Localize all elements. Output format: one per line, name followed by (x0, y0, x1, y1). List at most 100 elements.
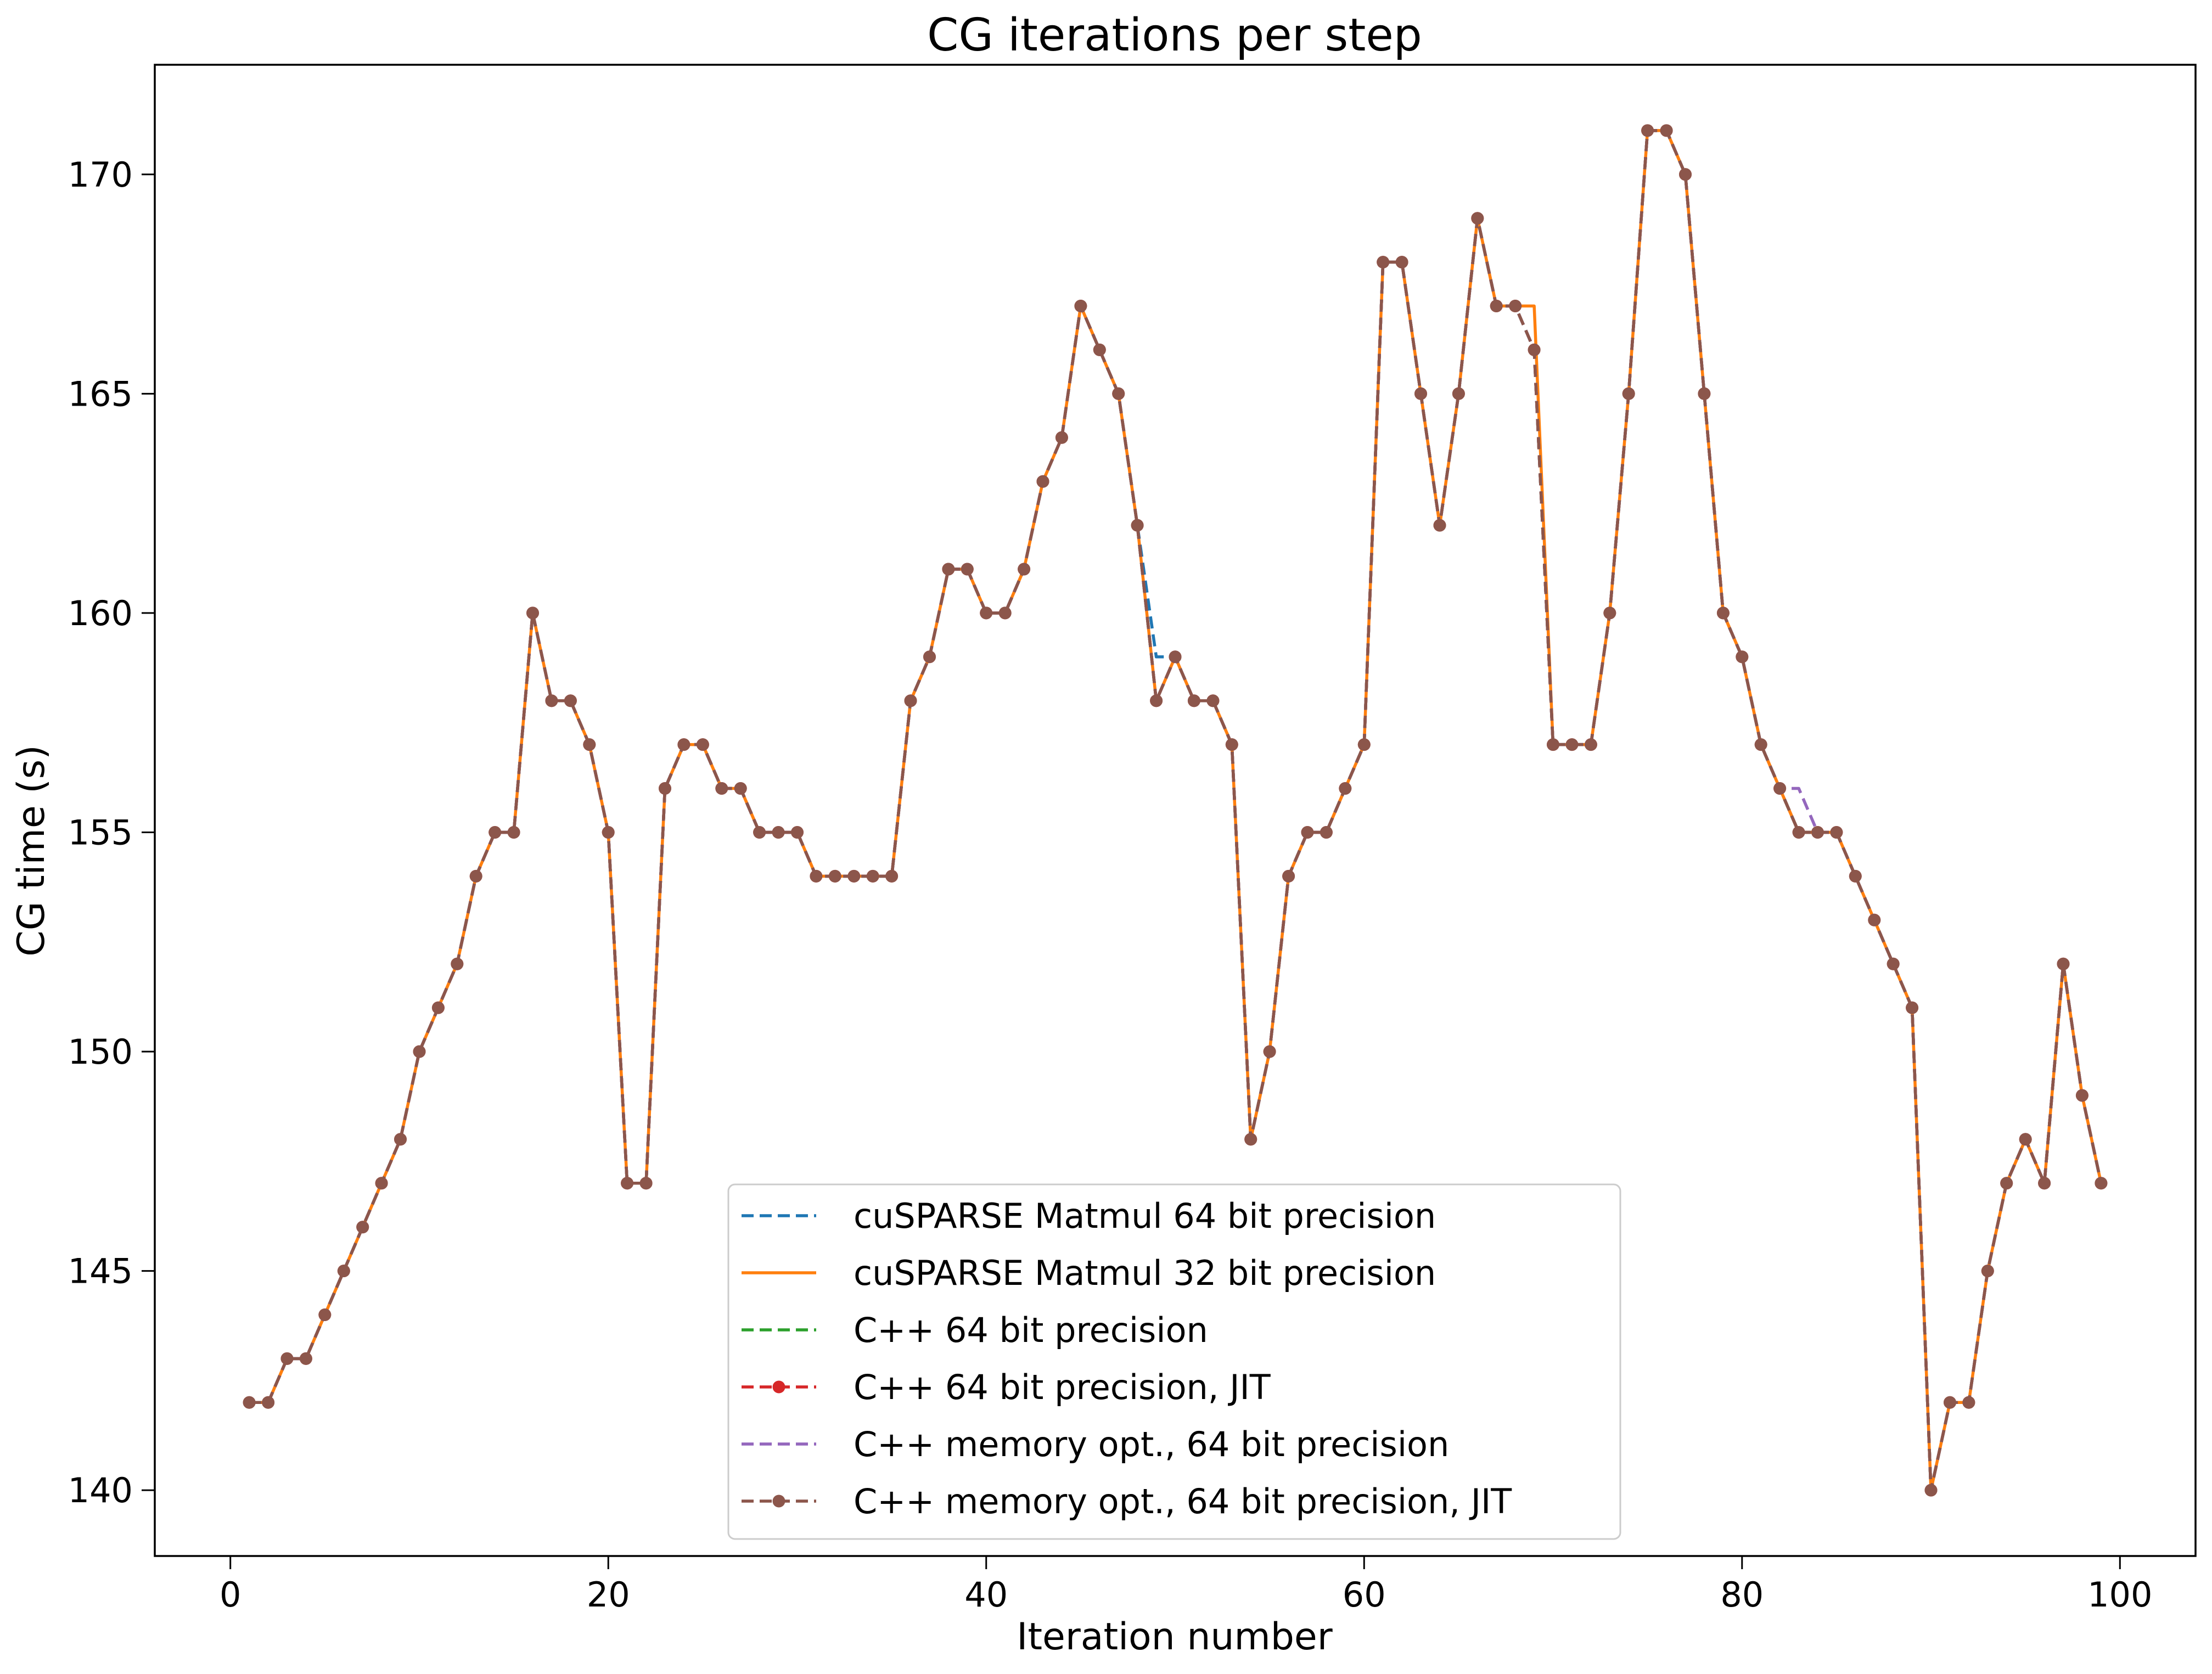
series-6-point (318, 1308, 332, 1321)
series-6-point (1584, 738, 1597, 751)
legend: cuSPARSE Matmul 64 bit precision cuSPARSE… (727, 1183, 1621, 1540)
legend-label-1: cuSPARSE Matmul 64 bit precision (854, 1196, 1436, 1236)
series-6-point (1906, 1001, 1919, 1014)
series-6-point (2038, 1177, 2051, 1190)
series-6-point (1377, 256, 1390, 269)
series-6-point (734, 782, 747, 795)
series-6-point (1773, 782, 1787, 795)
plot-area (243, 124, 2108, 1497)
series-6-point (337, 1265, 350, 1278)
series-6-point (1244, 1133, 1257, 1146)
legend-label-6: C++ memory opt., 64 bit precision, JIT (854, 1481, 1512, 1521)
series-6-point (2019, 1133, 2032, 1146)
legend-box (727, 1183, 1621, 1540)
series-6-point (1471, 212, 1484, 225)
series-6-point (1849, 869, 1862, 883)
series-6-point (469, 869, 482, 883)
series-6-point (1112, 387, 1125, 400)
series-6-point (1452, 387, 1465, 400)
y-tick-label: 160 (68, 593, 133, 633)
x-tick-label: 40 (964, 1575, 1008, 1615)
x-tick-label: 0 (220, 1575, 241, 1615)
legend-marker-4 (772, 1380, 785, 1394)
y-tick-label: 170 (68, 155, 133, 195)
legend-label-4: C++ 64 bit precision, JIT (854, 1367, 1271, 1407)
x-axis-label: Iteration number (1017, 1615, 1332, 1659)
series-6-point (1792, 826, 1805, 839)
x-tick-label: 20 (587, 1575, 630, 1615)
series-6-point (1320, 826, 1333, 839)
series-6-point (2075, 1089, 2089, 1102)
plot-frame (154, 64, 2197, 1557)
series-6-point (980, 606, 993, 620)
series-6-point (1339, 782, 1352, 795)
series-6-point (621, 1177, 634, 1190)
series-6-point (262, 1396, 275, 1409)
series-6-point (1736, 650, 1749, 664)
series-6-point (998, 606, 1012, 620)
series-6-point (299, 1352, 312, 1365)
series-6-point (677, 738, 690, 751)
series-6-point (1301, 826, 1314, 839)
series-6-point (489, 826, 502, 839)
series-6-point (1131, 519, 1144, 532)
series-6-point (375, 1177, 388, 1190)
series-6-point (885, 869, 899, 883)
series-6-point (659, 782, 671, 795)
series-6-point (545, 694, 558, 707)
legend-label-5: C++ memory opt., 64 bit precision (854, 1424, 1449, 1464)
x-tick-label: 60 (1343, 1575, 1386, 1615)
series-6-point (1018, 563, 1031, 576)
series-6-point (356, 1221, 369, 1234)
series-6-point (394, 1133, 407, 1146)
series-6-point (1887, 957, 1900, 970)
series-6-point (413, 1045, 426, 1058)
x-tick-label: 80 (1720, 1575, 1764, 1615)
series-6-point (1206, 694, 1220, 707)
legend-label-2: cuSPARSE Matmul 32 bit precision (854, 1253, 1436, 1293)
series-6-point (1754, 738, 1767, 751)
series-6-point (1055, 431, 1068, 444)
series-6-point (828, 869, 841, 883)
series-6-point (753, 826, 766, 839)
series-6-point (1660, 124, 1673, 137)
series-6-point (280, 1352, 294, 1365)
series-6-point (639, 1177, 653, 1190)
series-6-point (1698, 387, 1711, 400)
series-6-point (431, 1001, 445, 1014)
y-axis-label: CG time (s) (10, 745, 53, 957)
series-6-point (866, 869, 879, 883)
legend-marker-6 (772, 1495, 785, 1508)
series-6-point (1395, 256, 1408, 269)
legend-label-3: C++ 64 bit precision (854, 1310, 1208, 1350)
series-6-point (583, 738, 596, 751)
y-tick-label: 140 (68, 1470, 133, 1510)
y-tick-label: 145 (68, 1251, 133, 1291)
series-6-point (2057, 957, 2070, 970)
chart-title: CG iterations per step (927, 9, 1422, 61)
series-6-point (1074, 300, 1087, 312)
series-6-point (961, 563, 974, 576)
series-6-point (1093, 343, 1106, 356)
series-6-point (1565, 738, 1579, 751)
series-6-point (1263, 1045, 1276, 1058)
series-6-point (602, 826, 615, 839)
series-6-point (904, 694, 917, 707)
x-axis: 0 20 40 60 80 100 (220, 1556, 2152, 1615)
series-6-point (772, 826, 785, 839)
series-6-point (1150, 694, 1163, 707)
series-6-point (2095, 1177, 2108, 1190)
series-6-point (507, 826, 520, 839)
y-tick-label: 150 (68, 1032, 133, 1072)
series-6-point (1641, 124, 1654, 137)
series-6-point (1868, 913, 1881, 926)
series-6-point (1603, 606, 1616, 620)
series-6-point (1509, 300, 1522, 312)
series-6-point (451, 957, 464, 970)
series-6-point (715, 782, 728, 795)
series-6-point (1944, 1396, 1956, 1409)
series-6-point (1490, 300, 1503, 312)
series-6-point (1679, 168, 1692, 181)
series-6-point (1622, 387, 1635, 400)
